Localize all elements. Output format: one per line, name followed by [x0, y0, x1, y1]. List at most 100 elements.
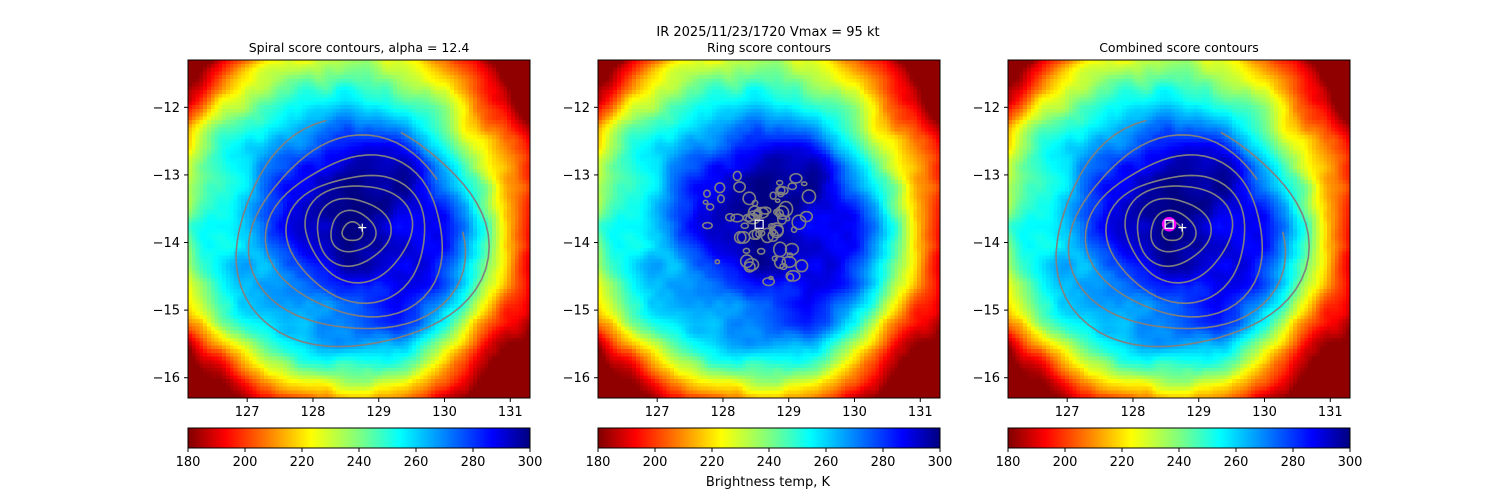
panel-1: Spiral score contours, alpha = 12.4 127 12… [153, 40, 543, 470]
x-tick-label: 127 [1055, 405, 1080, 420]
y-tick-label: −13 [973, 168, 1000, 183]
x-tick-label: 131 [1318, 405, 1343, 420]
score-contour [1105, 174, 1246, 305]
colorbar-label: Brightness temp, K [706, 475, 831, 490]
ring-score-contour [757, 229, 766, 237]
x-tick-label: 130 [432, 405, 457, 420]
ring-score-contour [777, 191, 785, 198]
score-contour [264, 154, 444, 318]
figure-suptitle: IR 2025/11/23/1720 Vmax = 95 kt [656, 25, 879, 40]
colorbar-tick-label: 200 [233, 455, 258, 470]
colorbar-tick-label: 300 [518, 455, 543, 470]
x-tick-label: 130 [842, 405, 867, 420]
axes-frame [187, 59, 531, 399]
x-tick-label: 128 [711, 405, 736, 420]
x-tick-label: 131 [908, 405, 933, 420]
y-tick-label: −12 [563, 101, 590, 116]
ring-score-contour [733, 181, 746, 193]
x-tick-label: 127 [645, 405, 670, 420]
score-contour [1055, 119, 1311, 348]
y-tick-label: −13 [153, 168, 180, 183]
ring-score-contour [790, 226, 798, 234]
center-circle-marker [1161, 217, 1177, 232]
ring-score-contour [702, 189, 711, 198]
colorbar-tick-label: 300 [928, 455, 953, 470]
colorbar-tick-label: 200 [643, 455, 668, 470]
brightness-temperature-field [188, 60, 530, 398]
ring-score-contour [786, 272, 795, 282]
ring-score-contour [791, 214, 807, 231]
y-tick-label: −13 [563, 168, 590, 183]
y-tick-label: −15 [153, 304, 180, 319]
ring-score-contour [784, 242, 800, 256]
colorbar-tick-label: 280 [871, 455, 896, 470]
panel-title: Spiral score contours, alpha = 12.4 [249, 40, 470, 55]
ring-score-contour [701, 221, 713, 230]
axes-frame [1007, 59, 1351, 399]
center-square-marker [754, 219, 764, 229]
ring-score-contour [779, 262, 788, 271]
ring-score-contour [785, 269, 801, 282]
ring-score-contour [739, 254, 754, 269]
colorbar-tick-label: 240 [347, 455, 372, 470]
panel-3: Combined score contours 127 128 129 130 131 −1… [973, 40, 1363, 470]
ring-score-contour [795, 259, 809, 273]
colorbar-tick-label: 260 [814, 455, 839, 470]
ring-score-contour [769, 191, 777, 200]
ring-score-contour [724, 212, 736, 222]
colorbar-tick-label: 180 [586, 455, 611, 470]
axes-frame [597, 59, 941, 399]
y-tick-label: −14 [153, 236, 180, 251]
ring-score-contour [768, 275, 774, 281]
ring-score-contour [705, 203, 715, 211]
x-tick-label: 129 [776, 405, 801, 420]
ring-score-contour [732, 170, 742, 182]
ring-score-contour [774, 205, 790, 220]
ring-score-contour [775, 185, 786, 196]
colorbar-tick-label: 220 [1110, 455, 1135, 470]
ring-score-contour [801, 189, 817, 204]
ring-score-contour [740, 222, 750, 230]
center-square-marker [1164, 219, 1174, 229]
ring-score-contour [771, 255, 778, 262]
y-tick-label: −16 [973, 371, 1000, 386]
score-contour [1150, 209, 1197, 253]
colorbar-tick-label: 240 [757, 455, 782, 470]
ring-score-contour [753, 209, 761, 217]
ring-score-contour [716, 194, 726, 204]
y-tick-label: −12 [153, 101, 180, 116]
colorbar [1007, 427, 1351, 449]
colorbar-tick-label: 220 [700, 455, 725, 470]
x-tick-label: 128 [301, 405, 326, 420]
panel-title: Ring score contours [707, 40, 831, 55]
y-tick-label: −16 [563, 371, 590, 386]
center-plus-marker [1178, 223, 1187, 232]
score-contour [304, 185, 414, 284]
ring-score-contour [714, 259, 721, 265]
brightness-temperature-field [1008, 60, 1350, 398]
colorbar-tick-label: 220 [290, 455, 315, 470]
x-tick-label: 127 [235, 405, 260, 420]
ring-score-contour [800, 181, 808, 187]
ring-score-contour [730, 213, 744, 223]
x-tick-label: 130 [1252, 405, 1277, 420]
ring-score-contour [768, 222, 785, 239]
colorbar-tick-label: 260 [404, 455, 429, 470]
ring-score-contour [775, 208, 785, 218]
y-tick-label: −16 [153, 371, 180, 386]
colorbar [597, 427, 941, 449]
panel-title: Combined score contours [1099, 40, 1259, 55]
colorbar-tick-label: 280 [461, 455, 486, 470]
ring-score-contour [776, 213, 788, 225]
colorbar [187, 427, 531, 449]
score-contour [1136, 197, 1212, 268]
ring-score-contour [702, 199, 709, 205]
colorbar-tick-label: 280 [1281, 455, 1306, 470]
colorbar-tick-label: 200 [1053, 455, 1078, 470]
ring-score-contour [714, 182, 726, 194]
x-tick-label: 129 [1186, 405, 1211, 420]
score-contour [235, 119, 491, 348]
x-tick-label: 131 [498, 405, 523, 420]
ring-score-contour [775, 179, 784, 186]
